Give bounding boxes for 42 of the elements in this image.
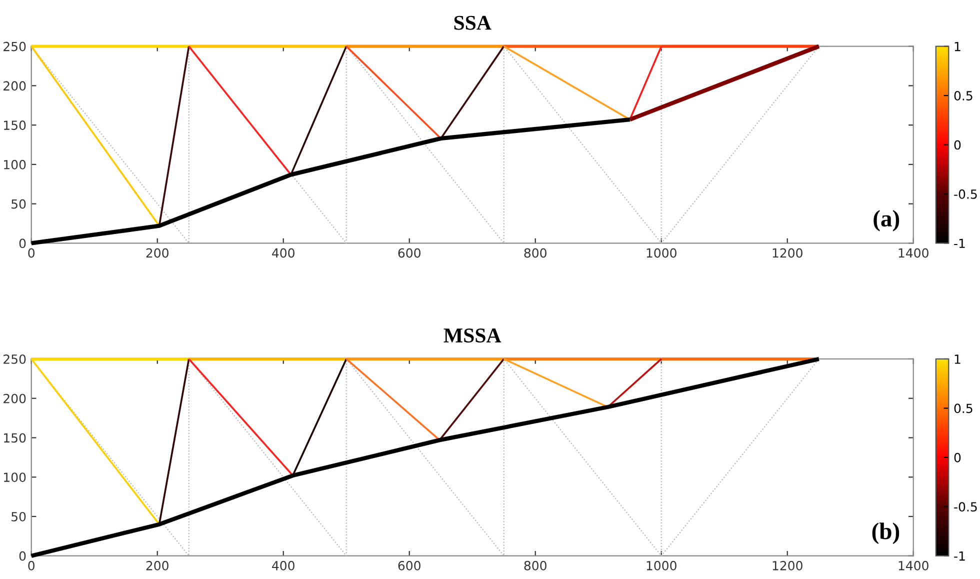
y-tick-label: 150 (4, 433, 26, 443)
chart-title: SSA (454, 16, 492, 30)
x-tick-label: 0 (28, 248, 35, 258)
x-tick-label: 1400 (898, 560, 928, 570)
x-tick-label: 800 (524, 248, 546, 258)
y-tick-label: 0 (19, 551, 26, 561)
y-tick-label: 50 (12, 199, 26, 209)
x-tick-label: 600 (398, 248, 420, 258)
x-tick-label: 400 (272, 560, 294, 570)
color-bar-label: -1 (954, 238, 965, 248)
y-tick-label: 0 (19, 238, 26, 248)
y-tick-label: 150 (4, 120, 26, 130)
y-tick-label: 250 (4, 42, 26, 52)
color-bar-label: 0 (954, 140, 961, 150)
y-tick-label: 250 (4, 354, 26, 364)
color-bar-label: -0.5 (954, 189, 977, 199)
x-tick-label: 1200 (772, 560, 802, 570)
y-tick-label: 100 (4, 160, 26, 170)
y-tick-label: 200 (4, 394, 26, 404)
color-bar-label: 1 (954, 42, 960, 52)
color-bar-label: 0 (954, 452, 961, 462)
chart-title: MSSA (444, 328, 502, 343)
color-bar-label: 1 (954, 354, 960, 364)
x-tick-label: 1000 (646, 248, 676, 258)
annotation: (a) (874, 210, 900, 232)
x-tick-label: 1200 (772, 248, 802, 258)
x-tick-label: 400 (272, 248, 294, 258)
x-tick-label: 1000 (646, 560, 676, 570)
x-tick-label: 200 (146, 248, 168, 258)
x-tick-label: 0 (28, 560, 35, 570)
x-tick-label: 600 (398, 560, 420, 570)
y-tick-label: 200 (4, 81, 26, 91)
color-bar-label: -0.5 (954, 502, 977, 512)
y-tick-label: 50 (12, 512, 26, 522)
color-bar-label: 0.5 (954, 404, 972, 414)
annotation: (b) (872, 522, 900, 544)
color-bar-label: -1 (954, 551, 965, 561)
x-tick-label: 800 (524, 560, 546, 570)
y-tick-label: 100 (4, 472, 26, 482)
x-tick-label: 200 (146, 560, 168, 570)
x-tick-label: 1400 (898, 248, 928, 258)
color-bar-label: 0.5 (954, 91, 972, 100)
